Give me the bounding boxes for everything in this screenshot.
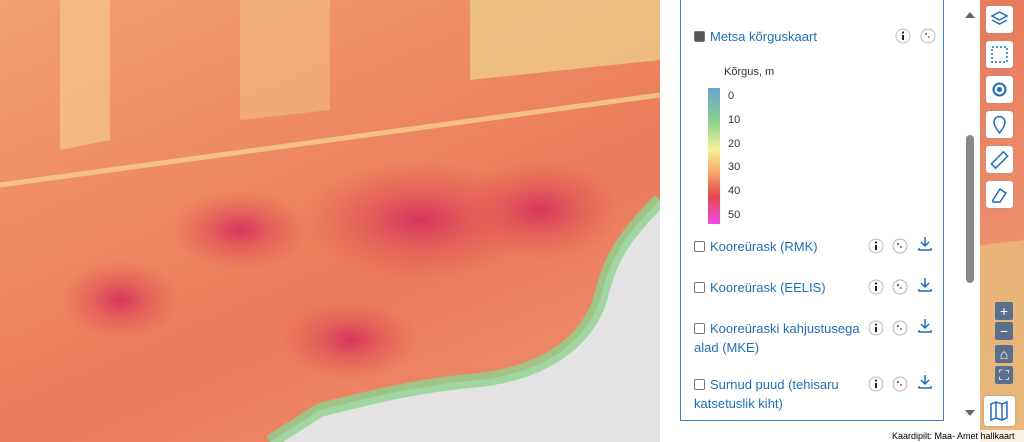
attribution: Kaardipilt: Maa- Amet hallkaart	[888, 430, 1024, 442]
layer-row[interactable]: Surnud puud (tehisaru katsetuslik kiht)	[694, 375, 874, 413]
download-icon[interactable]	[917, 277, 933, 293]
info-icon[interactable]	[868, 320, 884, 336]
download-icon[interactable]	[917, 374, 933, 390]
measure-button[interactable]	[986, 146, 1013, 173]
scrollbar[interactable]	[965, 10, 975, 420]
layer-name[interactable]: Kooreüraski kahjustusega alad (MKE)	[694, 321, 860, 355]
layer-name[interactable]: Metsa kõrguskaart	[710, 29, 817, 44]
home-button[interactable]: ⌂	[995, 345, 1013, 363]
opacity-icon[interactable]	[892, 376, 908, 392]
locate-button[interactable]	[986, 76, 1013, 103]
basemap-button[interactable]	[984, 396, 1015, 426]
layer-checkbox[interactable]	[694, 282, 705, 293]
legend-tick-label: 10	[728, 113, 741, 126]
download-icon[interactable]	[917, 236, 933, 252]
info-icon[interactable]	[868, 376, 884, 392]
zoom-in[interactable]: +	[995, 302, 1013, 320]
opacity-icon[interactable]	[892, 279, 908, 295]
layers-button[interactable]	[986, 6, 1013, 33]
info-icon[interactable]	[895, 28, 911, 44]
layer-name[interactable]: Surnud puud (tehisaru katsetuslik kiht)	[694, 377, 839, 411]
marker-button[interactable]	[986, 111, 1013, 138]
erase-button[interactable]	[986, 181, 1013, 208]
legend-tick-label: 20	[728, 137, 741, 150]
opacity-icon[interactable]	[920, 28, 936, 44]
legend-title: Kõrgus, m	[724, 66, 775, 78]
layer-name[interactable]: Kooreürask (RMK)	[710, 239, 818, 254]
info-icon[interactable]	[868, 238, 884, 254]
layer-name[interactable]: Kooreürask (EELIS)	[710, 280, 826, 295]
legend: Kõrgus, m 0 10 20 30 40 50	[700, 62, 820, 227]
legend-tick-label: 50	[728, 209, 741, 221]
select-button[interactable]	[986, 41, 1013, 68]
legend-tick-label: 0	[728, 90, 735, 102]
layers-panel: Kõrgus, m 0 10 20 30 40 50 Metsa kõrguskaart K…	[660, 0, 980, 442]
toolbar: + − ⌂ ⛶	[983, 0, 1024, 442]
fullscreen-button[interactable]: ⛶	[995, 366, 1013, 384]
layer-checkbox[interactable]	[694, 323, 705, 334]
opacity-icon[interactable]	[892, 320, 908, 336]
legend-tick-label: 40	[728, 185, 741, 198]
legend-tick-label: 30	[728, 161, 741, 174]
layer-checkbox[interactable]	[694, 241, 705, 252]
layer-row[interactable]: Kooreürask (RMK)	[694, 237, 874, 256]
layer-box	[680, 0, 944, 421]
layer-checkbox[interactable]	[694, 379, 705, 390]
opacity-icon[interactable]	[892, 238, 908, 254]
layer-row[interactable]: Metsa kõrguskaart	[694, 27, 874, 46]
download-icon[interactable]	[917, 318, 933, 334]
info-icon[interactable]	[868, 279, 884, 295]
zoom-out[interactable]: −	[995, 322, 1013, 340]
layer-row[interactable]: Kooreüraski kahjustusega alad (MKE)	[694, 319, 874, 357]
color-bar	[708, 88, 720, 224]
layer-row[interactable]: Kooreürask (EELIS)	[694, 278, 874, 297]
layer-checkbox[interactable]	[694, 31, 705, 42]
